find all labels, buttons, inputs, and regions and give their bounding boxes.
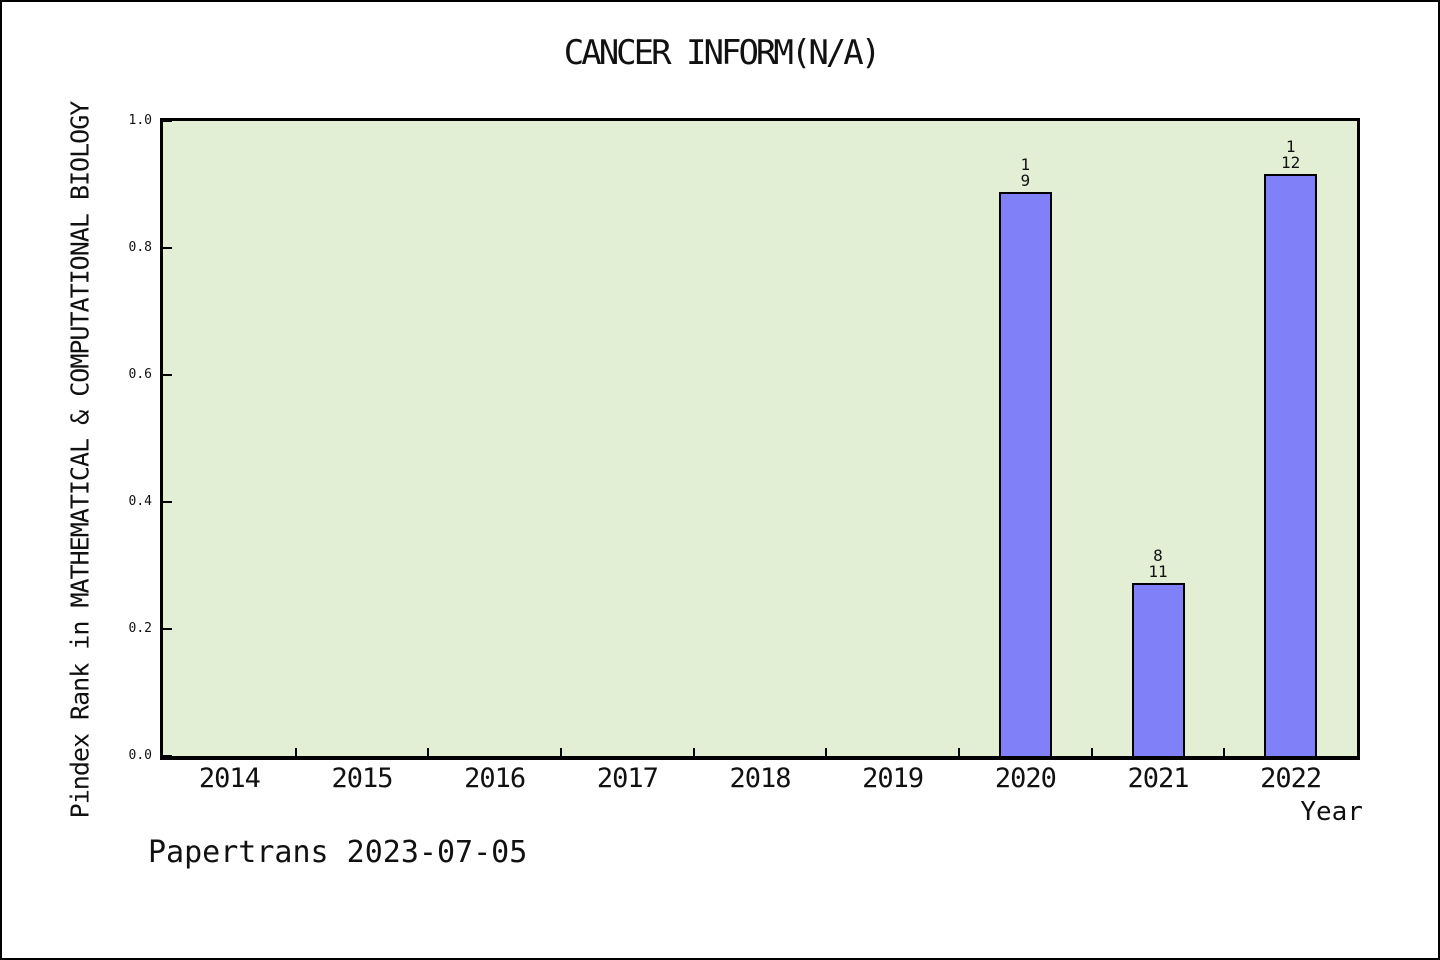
x-tick-label: 2015 bbox=[331, 763, 393, 794]
x-tick-mark bbox=[958, 748, 960, 756]
y-tick-label: 0.4 bbox=[128, 494, 152, 509]
x-tick-label: 2018 bbox=[729, 763, 791, 794]
y-tick-label: 0.0 bbox=[128, 748, 152, 763]
bar-value-label-2022: 1 12 bbox=[1281, 136, 1301, 172]
bar-2022 bbox=[1264, 173, 1318, 756]
x-tick-mark bbox=[825, 748, 828, 756]
chart-title: CANCER INFORM(N/A) bbox=[563, 33, 881, 73]
x-tick-label: 2020 bbox=[994, 763, 1057, 794]
y-tick-mark bbox=[163, 628, 172, 630]
x-tick-mark bbox=[1223, 748, 1226, 756]
x-tick-label: 2021 bbox=[1127, 763, 1189, 794]
y-tick-mark bbox=[163, 755, 172, 757]
x-tick-label: 2019 bbox=[862, 763, 924, 794]
x-axis-title: Year bbox=[1300, 797, 1363, 827]
bar-2021 bbox=[1131, 582, 1185, 756]
x-tick-mark bbox=[692, 748, 695, 756]
y-tick-mark bbox=[163, 374, 172, 376]
x-tick-label: 2014 bbox=[198, 763, 261, 794]
footer-text: Papertrans 2023-07-05 bbox=[148, 835, 528, 870]
y-axis-label: Pindex Rank in MATHEMATICAL & COMPUTATIO… bbox=[65, 101, 95, 819]
x-tick-mark bbox=[1090, 748, 1093, 756]
x-tick-label: 2016 bbox=[464, 763, 526, 794]
y-tick-mark bbox=[163, 501, 172, 503]
y-tick-label: 1.0 bbox=[128, 113, 152, 128]
x-tick-mark bbox=[560, 748, 562, 756]
x-tick-label: 2022 bbox=[1260, 763, 1322, 794]
x-tick-mark bbox=[294, 748, 297, 756]
y-tick-label: 0.2 bbox=[128, 621, 152, 636]
plot-area: 1 9 8 11 1 12 bbox=[160, 118, 1360, 760]
y-tick-label: 0.8 bbox=[128, 240, 152, 255]
x-tick-mark bbox=[427, 748, 430, 756]
y-tick-label: 0.6 bbox=[128, 367, 152, 382]
y-tick-mark bbox=[163, 247, 172, 249]
bar-value-label-2021: 8 11 bbox=[1148, 545, 1168, 581]
bar-value-label-2020: 1 9 bbox=[1020, 154, 1031, 190]
x-tick-label: 2017 bbox=[596, 763, 659, 794]
bar-2020 bbox=[998, 191, 1052, 756]
y-tick-mark bbox=[163, 120, 172, 122]
